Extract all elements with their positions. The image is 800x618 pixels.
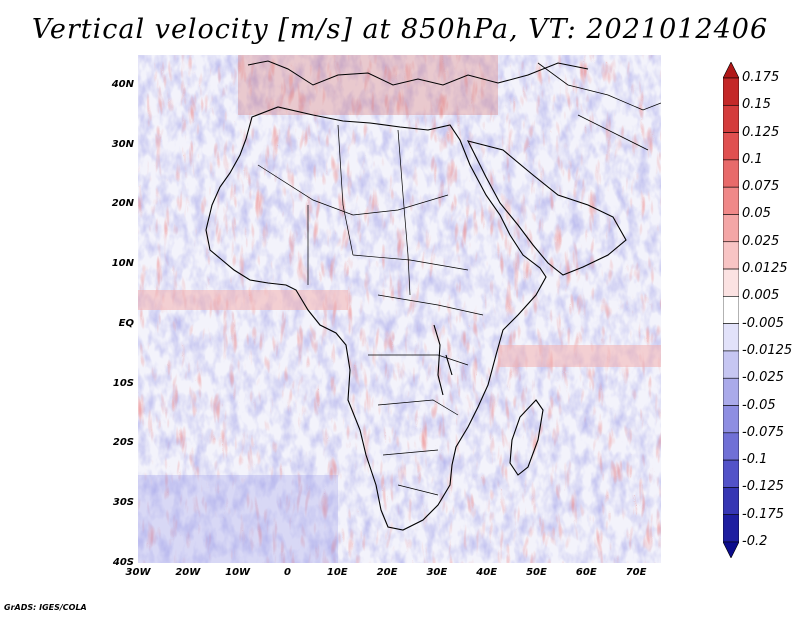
lon-tick-label: 20E	[376, 567, 398, 578]
mediterranean-band	[238, 55, 498, 115]
lat-tick-label: 30N	[111, 138, 134, 150]
colorbar-swatch	[723, 214, 739, 243]
lat-tick-label: 20N	[111, 198, 134, 210]
colorbar-label: -0.005	[742, 315, 784, 331]
colorbar-swatch	[723, 104, 739, 133]
colorbar-label: 0.075	[742, 179, 780, 195]
lon-tick-label: 10W	[225, 567, 251, 578]
madagascar-coastline	[509, 399, 544, 476]
colorbar-label: -0.125	[742, 479, 784, 495]
colorbar-label: -0.05	[742, 397, 776, 413]
south-atlantic-band	[138, 475, 338, 563]
colorbar-swatch	[723, 405, 739, 434]
colorbar-label: 0.125	[742, 124, 780, 140]
colorbar	[723, 62, 739, 558]
colorbar-swatch	[723, 377, 739, 406]
great-lakes	[433, 324, 453, 396]
colorbar-swatch	[723, 432, 739, 461]
colorbar-label: 0.175	[742, 70, 780, 85]
chart-title: Vertical velocity [m/s] at 850hPa, VT: 2…	[31, 14, 769, 45]
colorbar-swatch	[723, 159, 739, 188]
colorbar-swatch	[723, 323, 739, 352]
colorbar-label: 0.0125	[742, 261, 788, 277]
lat-tick-label: 30S	[112, 497, 134, 509]
lat-tick-label: 40S	[112, 557, 134, 568]
colorbar-swatch	[723, 241, 739, 270]
colorbar-swatch	[723, 62, 739, 79]
country-borders	[257, 124, 484, 496]
colorbar-swatches	[723, 62, 739, 558]
colorbar-swatch	[723, 350, 739, 379]
lat-tick-label: 10S	[112, 377, 134, 389]
colorbar-label: -0.1	[742, 452, 768, 468]
colorbar-label: 0.1	[742, 151, 763, 167]
lon-tick-label: 30W	[125, 567, 151, 578]
lon-tick-label: 20W	[175, 567, 201, 578]
colorbar-label: 0.05	[742, 206, 771, 222]
africa-coastline	[205, 106, 547, 531]
colorbar-label: 0.15	[742, 97, 771, 113]
colorbar-label: -0.175	[742, 506, 784, 522]
lon-tick-label: 40E	[476, 567, 498, 578]
lon-tick-label: 10E	[326, 567, 348, 578]
europe-coastline	[247, 60, 589, 86]
colorbar-label: 0.005	[742, 288, 780, 304]
colorbar-label: -0.0125	[742, 342, 793, 358]
colorbar-swatch	[723, 296, 739, 324]
lon-tick-label: 60E	[575, 567, 597, 578]
lat-tick-label: 10N	[111, 258, 134, 270]
caspian-region-lines	[537, 62, 661, 151]
lat-tick-label: 40N	[111, 78, 134, 90]
colorbar-swatch	[723, 541, 739, 558]
colorbar-label: -0.075	[742, 424, 784, 440]
arabian-peninsula-coastline	[466, 140, 627, 276]
map-panel[interactable]	[138, 55, 661, 563]
colorbar-swatch	[723, 487, 739, 516]
footer-credit: GrADS: IGES/COLA	[4, 603, 87, 612]
colorbar-swatch	[723, 77, 739, 106]
colorbar-swatch	[723, 459, 739, 488]
colorbar-swatch	[723, 514, 739, 543]
lon-tick-label: 50E	[526, 567, 547, 578]
indian-ocean-updraft-band	[498, 345, 661, 367]
lon-tick-label: 0	[283, 567, 291, 578]
equatorial-updraft-band	[138, 290, 348, 310]
colorbar-label: -0.2	[742, 534, 768, 549]
colorbar-label: 0.025	[742, 233, 780, 249]
colorbar-swatch	[723, 132, 739, 161]
velocity-field-map	[138, 55, 661, 563]
colorbar-swatch	[723, 268, 739, 297]
colorbar-label: -0.025	[742, 370, 784, 386]
lon-tick-label: 70E	[625, 567, 647, 578]
colorbar-swatch	[723, 186, 739, 215]
lon-tick-label: 30E	[426, 567, 448, 578]
lat-tick-label: 20S	[112, 437, 134, 449]
lat-tick-label: EQ	[118, 317, 134, 329]
